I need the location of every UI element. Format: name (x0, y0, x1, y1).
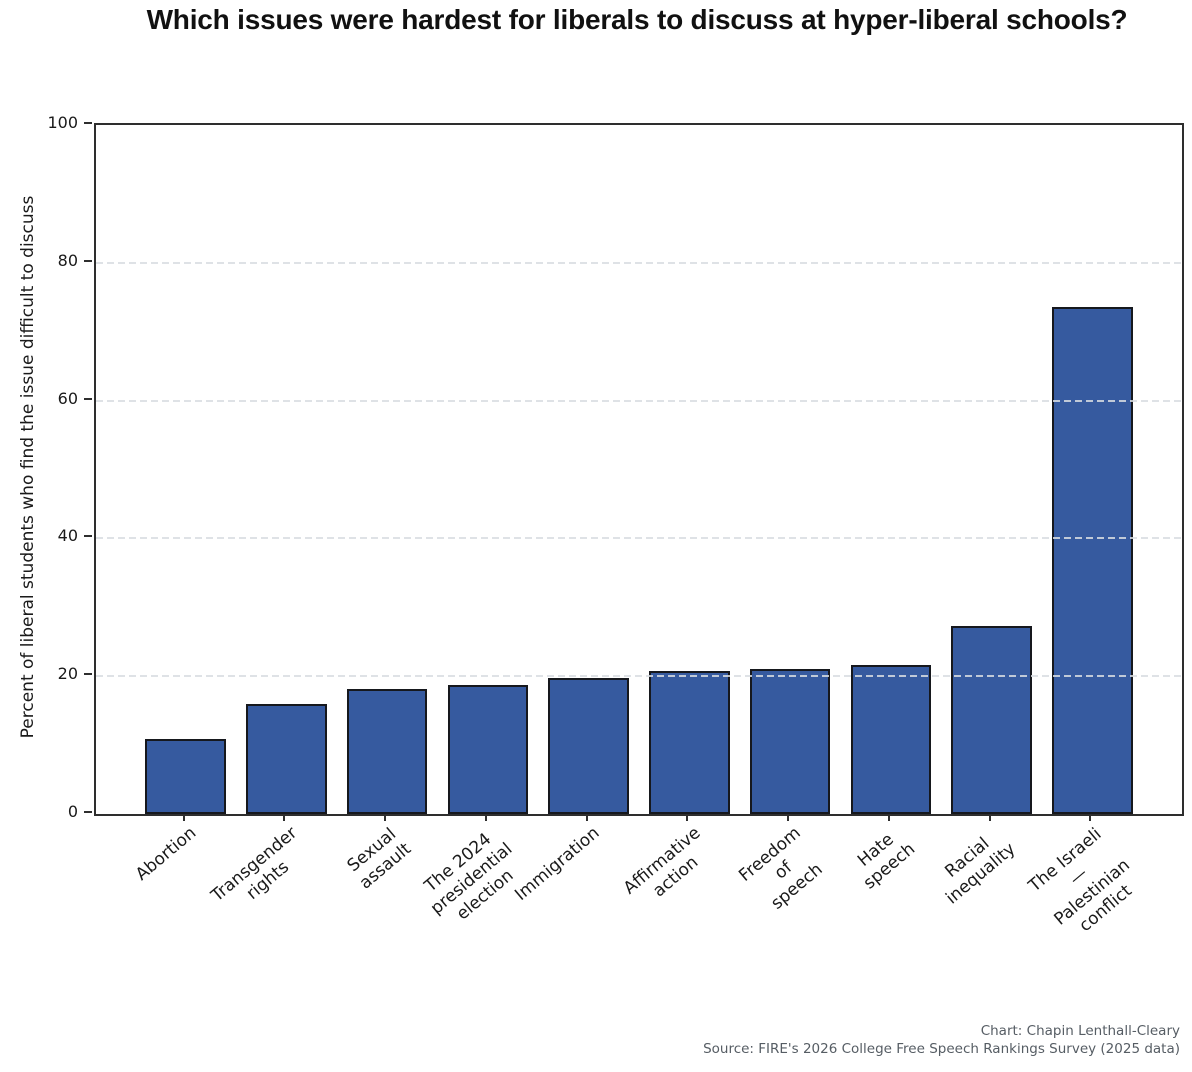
bar (145, 738, 226, 814)
y-tick-mark (84, 122, 92, 124)
x-tick-mark (1089, 814, 1092, 821)
caption: Chart: Chapin Lenthall-Cleary Source: FI… (703, 1023, 1180, 1058)
x-tick-mark (384, 814, 387, 821)
x-tick-mark (887, 814, 890, 821)
x-tick-mark (484, 814, 487, 821)
bar (850, 665, 932, 814)
y-tick-label: 60 (57, 388, 78, 408)
bar (649, 670, 730, 814)
y-tick-mark (84, 397, 92, 400)
x-tick-label-text: Hate speech (854, 829, 920, 894)
x-tick-mark (283, 814, 286, 821)
y-tick-label: 0 (67, 802, 78, 821)
x-tick-label-text: Abortion (132, 823, 201, 885)
bar (749, 668, 831, 814)
x-tick-label-text: Racial inequality (941, 833, 1020, 909)
x-tick-mark (585, 814, 588, 821)
y-tick-label: 20 (57, 664, 78, 684)
y-tick-mark (84, 535, 92, 538)
y-tick-mark (84, 259, 92, 262)
caption-source: Source: FIRE's 2026 College Free Speech … (703, 1040, 1180, 1057)
y-tick-label: 40 (57, 526, 78, 546)
x-tick-mark (988, 814, 991, 821)
x-tick-label-text: Affirmative action (619, 823, 705, 902)
x-tick-label-text: The 2024 presidential election (420, 829, 518, 925)
x-tick-label-text: The Israeli—Palestinian conflict (1025, 824, 1137, 937)
x-tick-mark (787, 814, 790, 821)
plot-area (94, 123, 1184, 816)
y-axis-title: Percent of liberal students who find the… (18, 195, 38, 739)
gridline-40 (96, 537, 1182, 540)
gridline-60 (96, 399, 1182, 402)
x-tick-mark (686, 814, 689, 821)
bar (951, 625, 1032, 814)
caption-chart-credit: Chart: Chapin Lenthall-Cleary (980, 1023, 1180, 1039)
bar (246, 704, 327, 814)
bar (548, 677, 629, 814)
x-tick-label-text: Sexual assault (344, 824, 416, 894)
bar (1052, 306, 1133, 814)
y-tick-mark (84, 811, 92, 813)
y-tick-label: 80 (57, 250, 78, 270)
chart-title: Which issues were hardest for liberals t… (146, 4, 1128, 35)
bar (346, 688, 428, 814)
y-tick-mark (84, 673, 92, 676)
y-tick-label: 100 (47, 113, 78, 132)
x-tick-mark (182, 814, 185, 821)
x-tick-label-text: Freedom of speech (735, 823, 827, 914)
x-tick-label-text: Transgender rights (207, 823, 302, 906)
gridline-80 (96, 261, 1182, 264)
bar (447, 685, 529, 814)
